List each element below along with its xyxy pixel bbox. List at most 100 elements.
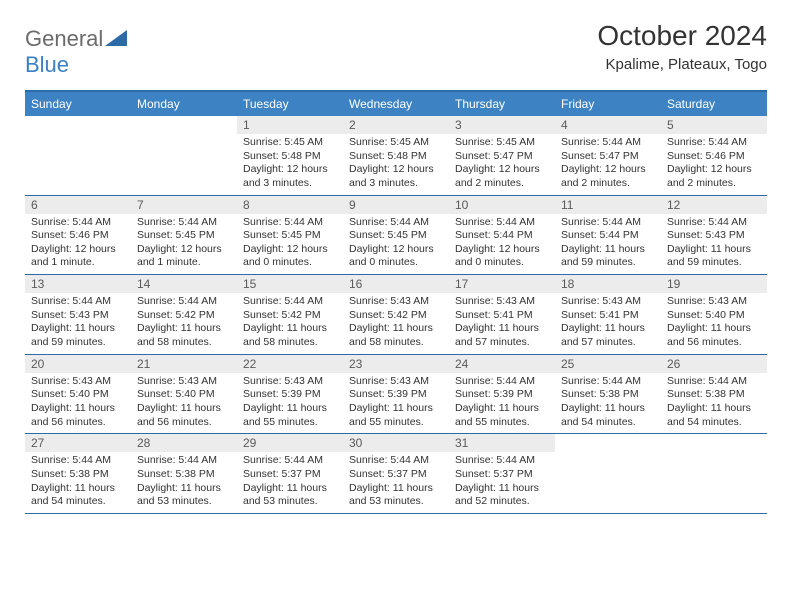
daylight-text: Daylight: 11 hours and 52 minutes. bbox=[455, 482, 549, 509]
sunrise-text: Sunrise: 5:44 AM bbox=[243, 216, 337, 230]
day-cell bbox=[661, 434, 767, 513]
day-cell: 17Sunrise: 5:43 AMSunset: 5:41 PMDayligh… bbox=[449, 275, 555, 354]
day-info: Sunrise: 5:43 AMSunset: 5:39 PMDaylight:… bbox=[343, 373, 449, 430]
day-number: 5 bbox=[661, 116, 767, 134]
sunrise-text: Sunrise: 5:44 AM bbox=[455, 454, 549, 468]
daylight-text: Daylight: 12 hours and 2 minutes. bbox=[455, 163, 549, 190]
day-header: Monday bbox=[131, 92, 237, 116]
day-header: Wednesday bbox=[343, 92, 449, 116]
day-info: Sunrise: 5:44 AMSunset: 5:38 PMDaylight:… bbox=[131, 452, 237, 509]
sunrise-text: Sunrise: 5:44 AM bbox=[31, 454, 125, 468]
day-cell: 20Sunrise: 5:43 AMSunset: 5:40 PMDayligh… bbox=[25, 355, 131, 434]
sunrise-text: Sunrise: 5:44 AM bbox=[667, 216, 761, 230]
sunset-text: Sunset: 5:43 PM bbox=[31, 309, 125, 323]
day-cell: 11Sunrise: 5:44 AMSunset: 5:44 PMDayligh… bbox=[555, 196, 661, 275]
daylight-text: Daylight: 12 hours and 1 minute. bbox=[31, 243, 125, 270]
day-number: 28 bbox=[131, 434, 237, 452]
sunset-text: Sunset: 5:48 PM bbox=[349, 150, 443, 164]
day-header: Saturday bbox=[661, 92, 767, 116]
day-info: Sunrise: 5:43 AMSunset: 5:40 PMDaylight:… bbox=[661, 293, 767, 350]
day-cell: 9Sunrise: 5:44 AMSunset: 5:45 PMDaylight… bbox=[343, 196, 449, 275]
sunset-text: Sunset: 5:38 PM bbox=[561, 388, 655, 402]
sunrise-text: Sunrise: 5:44 AM bbox=[349, 454, 443, 468]
sunset-text: Sunset: 5:47 PM bbox=[455, 150, 549, 164]
daylight-text: Daylight: 11 hours and 55 minutes. bbox=[349, 402, 443, 429]
day-number: 25 bbox=[555, 355, 661, 373]
day-info: Sunrise: 5:43 AMSunset: 5:41 PMDaylight:… bbox=[449, 293, 555, 350]
day-cell: 25Sunrise: 5:44 AMSunset: 5:38 PMDayligh… bbox=[555, 355, 661, 434]
day-number: 26 bbox=[661, 355, 767, 373]
day-cell bbox=[555, 434, 661, 513]
day-info: Sunrise: 5:43 AMSunset: 5:41 PMDaylight:… bbox=[555, 293, 661, 350]
day-info: Sunrise: 5:44 AMSunset: 5:39 PMDaylight:… bbox=[449, 373, 555, 430]
sunrise-text: Sunrise: 5:44 AM bbox=[455, 375, 549, 389]
sunset-text: Sunset: 5:48 PM bbox=[243, 150, 337, 164]
day-number bbox=[555, 434, 661, 438]
day-number: 24 bbox=[449, 355, 555, 373]
day-number: 14 bbox=[131, 275, 237, 293]
week-row: 6Sunrise: 5:44 AMSunset: 5:46 PMDaylight… bbox=[25, 196, 767, 276]
daylight-text: Daylight: 11 hours and 57 minutes. bbox=[455, 322, 549, 349]
sunset-text: Sunset: 5:43 PM bbox=[667, 229, 761, 243]
day-cell: 1 Sunrise: 5:45 AMSunset: 5:48 PMDaylight… bbox=[237, 116, 343, 195]
day-info: Sunrise: 5:44 AMSunset: 5:37 PMDaylight:… bbox=[449, 452, 555, 509]
daylight-text: Daylight: 12 hours and 2 minutes. bbox=[561, 163, 655, 190]
day-cell: 28Sunrise: 5:44 AMSunset: 5:38 PMDayligh… bbox=[131, 434, 237, 513]
day-info: Sunrise: 5:44 AMSunset: 5:45 PMDaylight:… bbox=[237, 214, 343, 271]
day-cell: 2Sunrise: 5:45 AMSunset: 5:48 PMDaylight… bbox=[343, 116, 449, 195]
week-row: 13Sunrise: 5:44 AMSunset: 5:43 PMDayligh… bbox=[25, 275, 767, 355]
daylight-text: Daylight: 11 hours and 58 minutes. bbox=[243, 322, 337, 349]
sunset-text: Sunset: 5:40 PM bbox=[137, 388, 231, 402]
day-info: Sunrise: 5:44 AMSunset: 5:45 PMDaylight:… bbox=[131, 214, 237, 271]
sunset-text: Sunset: 5:41 PM bbox=[455, 309, 549, 323]
day-number: 1 bbox=[237, 116, 343, 134]
day-number: 19 bbox=[661, 275, 767, 293]
day-cell: 21Sunrise: 5:43 AMSunset: 5:40 PMDayligh… bbox=[131, 355, 237, 434]
day-cell: 22Sunrise: 5:43 AMSunset: 5:39 PMDayligh… bbox=[237, 355, 343, 434]
sunrise-text: Sunrise: 5:44 AM bbox=[31, 295, 125, 309]
day-number: 27 bbox=[25, 434, 131, 452]
day-number: 20 bbox=[25, 355, 131, 373]
daylight-text: Daylight: 11 hours and 53 minutes. bbox=[243, 482, 337, 509]
day-cell: 8Sunrise: 5:44 AMSunset: 5:45 PMDaylight… bbox=[237, 196, 343, 275]
week-row: 20Sunrise: 5:43 AMSunset: 5:40 PMDayligh… bbox=[25, 355, 767, 435]
sunset-text: Sunset: 5:37 PM bbox=[455, 468, 549, 482]
sunrise-text: Sunrise: 5:44 AM bbox=[137, 216, 231, 230]
day-number: 18 bbox=[555, 275, 661, 293]
logo-part1: General bbox=[25, 26, 103, 51]
sunrise-text: Sunrise: 5:44 AM bbox=[455, 216, 549, 230]
day-cell: 23Sunrise: 5:43 AMSunset: 5:39 PMDayligh… bbox=[343, 355, 449, 434]
daylight-text: Daylight: 11 hours and 58 minutes. bbox=[137, 322, 231, 349]
day-number: 12 bbox=[661, 196, 767, 214]
day-info: Sunrise: 5:45 AMSunset: 5:48 PMDaylight:… bbox=[343, 134, 449, 191]
day-cell: 15Sunrise: 5:44 AMSunset: 5:42 PMDayligh… bbox=[237, 275, 343, 354]
day-cell: 30Sunrise: 5:44 AMSunset: 5:37 PMDayligh… bbox=[343, 434, 449, 513]
daylight-text: Daylight: 11 hours and 56 minutes. bbox=[137, 402, 231, 429]
day-number: 3 bbox=[449, 116, 555, 134]
day-cell: 14Sunrise: 5:44 AMSunset: 5:42 PMDayligh… bbox=[131, 275, 237, 354]
day-info: Sunrise: 5:44 AMSunset: 5:37 PMDaylight:… bbox=[343, 452, 449, 509]
day-info: Sunrise: 5:43 AMSunset: 5:42 PMDaylight:… bbox=[343, 293, 449, 350]
day-number bbox=[25, 116, 131, 120]
sunrise-text: Sunrise: 5:45 AM bbox=[455, 136, 549, 150]
day-number bbox=[661, 434, 767, 438]
daylight-text: Daylight: 12 hours and 3 minutes. bbox=[243, 163, 337, 190]
day-info: Sunrise: 5:44 AMSunset: 5:44 PMDaylight:… bbox=[555, 214, 661, 271]
logo-text: GeneralBlue bbox=[25, 26, 127, 78]
day-number: 16 bbox=[343, 275, 449, 293]
day-cell: 31Sunrise: 5:44 AMSunset: 5:37 PMDayligh… bbox=[449, 434, 555, 513]
sunrise-text: Sunrise: 5:43 AM bbox=[137, 375, 231, 389]
daylight-text: Daylight: 11 hours and 59 minutes. bbox=[667, 243, 761, 270]
day-cell: 29Sunrise: 5:44 AMSunset: 5:37 PMDayligh… bbox=[237, 434, 343, 513]
day-info: Sunrise: 5:44 AMSunset: 5:47 PMDaylight:… bbox=[555, 134, 661, 191]
daylight-text: Daylight: 12 hours and 0 minutes. bbox=[455, 243, 549, 270]
sunrise-text: Sunrise: 5:45 AM bbox=[243, 136, 337, 150]
sunrise-text: Sunrise: 5:44 AM bbox=[667, 136, 761, 150]
day-number: 29 bbox=[237, 434, 343, 452]
sunrise-text: Sunrise: 5:43 AM bbox=[561, 295, 655, 309]
sunrise-text: Sunrise: 5:44 AM bbox=[243, 454, 337, 468]
calendar: Sunday Monday Tuesday Wednesday Thursday… bbox=[25, 90, 767, 514]
logo-part2: Blue bbox=[25, 52, 69, 77]
page-subtitle: Kpalime, Plateaux, Togo bbox=[597, 56, 767, 73]
day-number: 30 bbox=[343, 434, 449, 452]
